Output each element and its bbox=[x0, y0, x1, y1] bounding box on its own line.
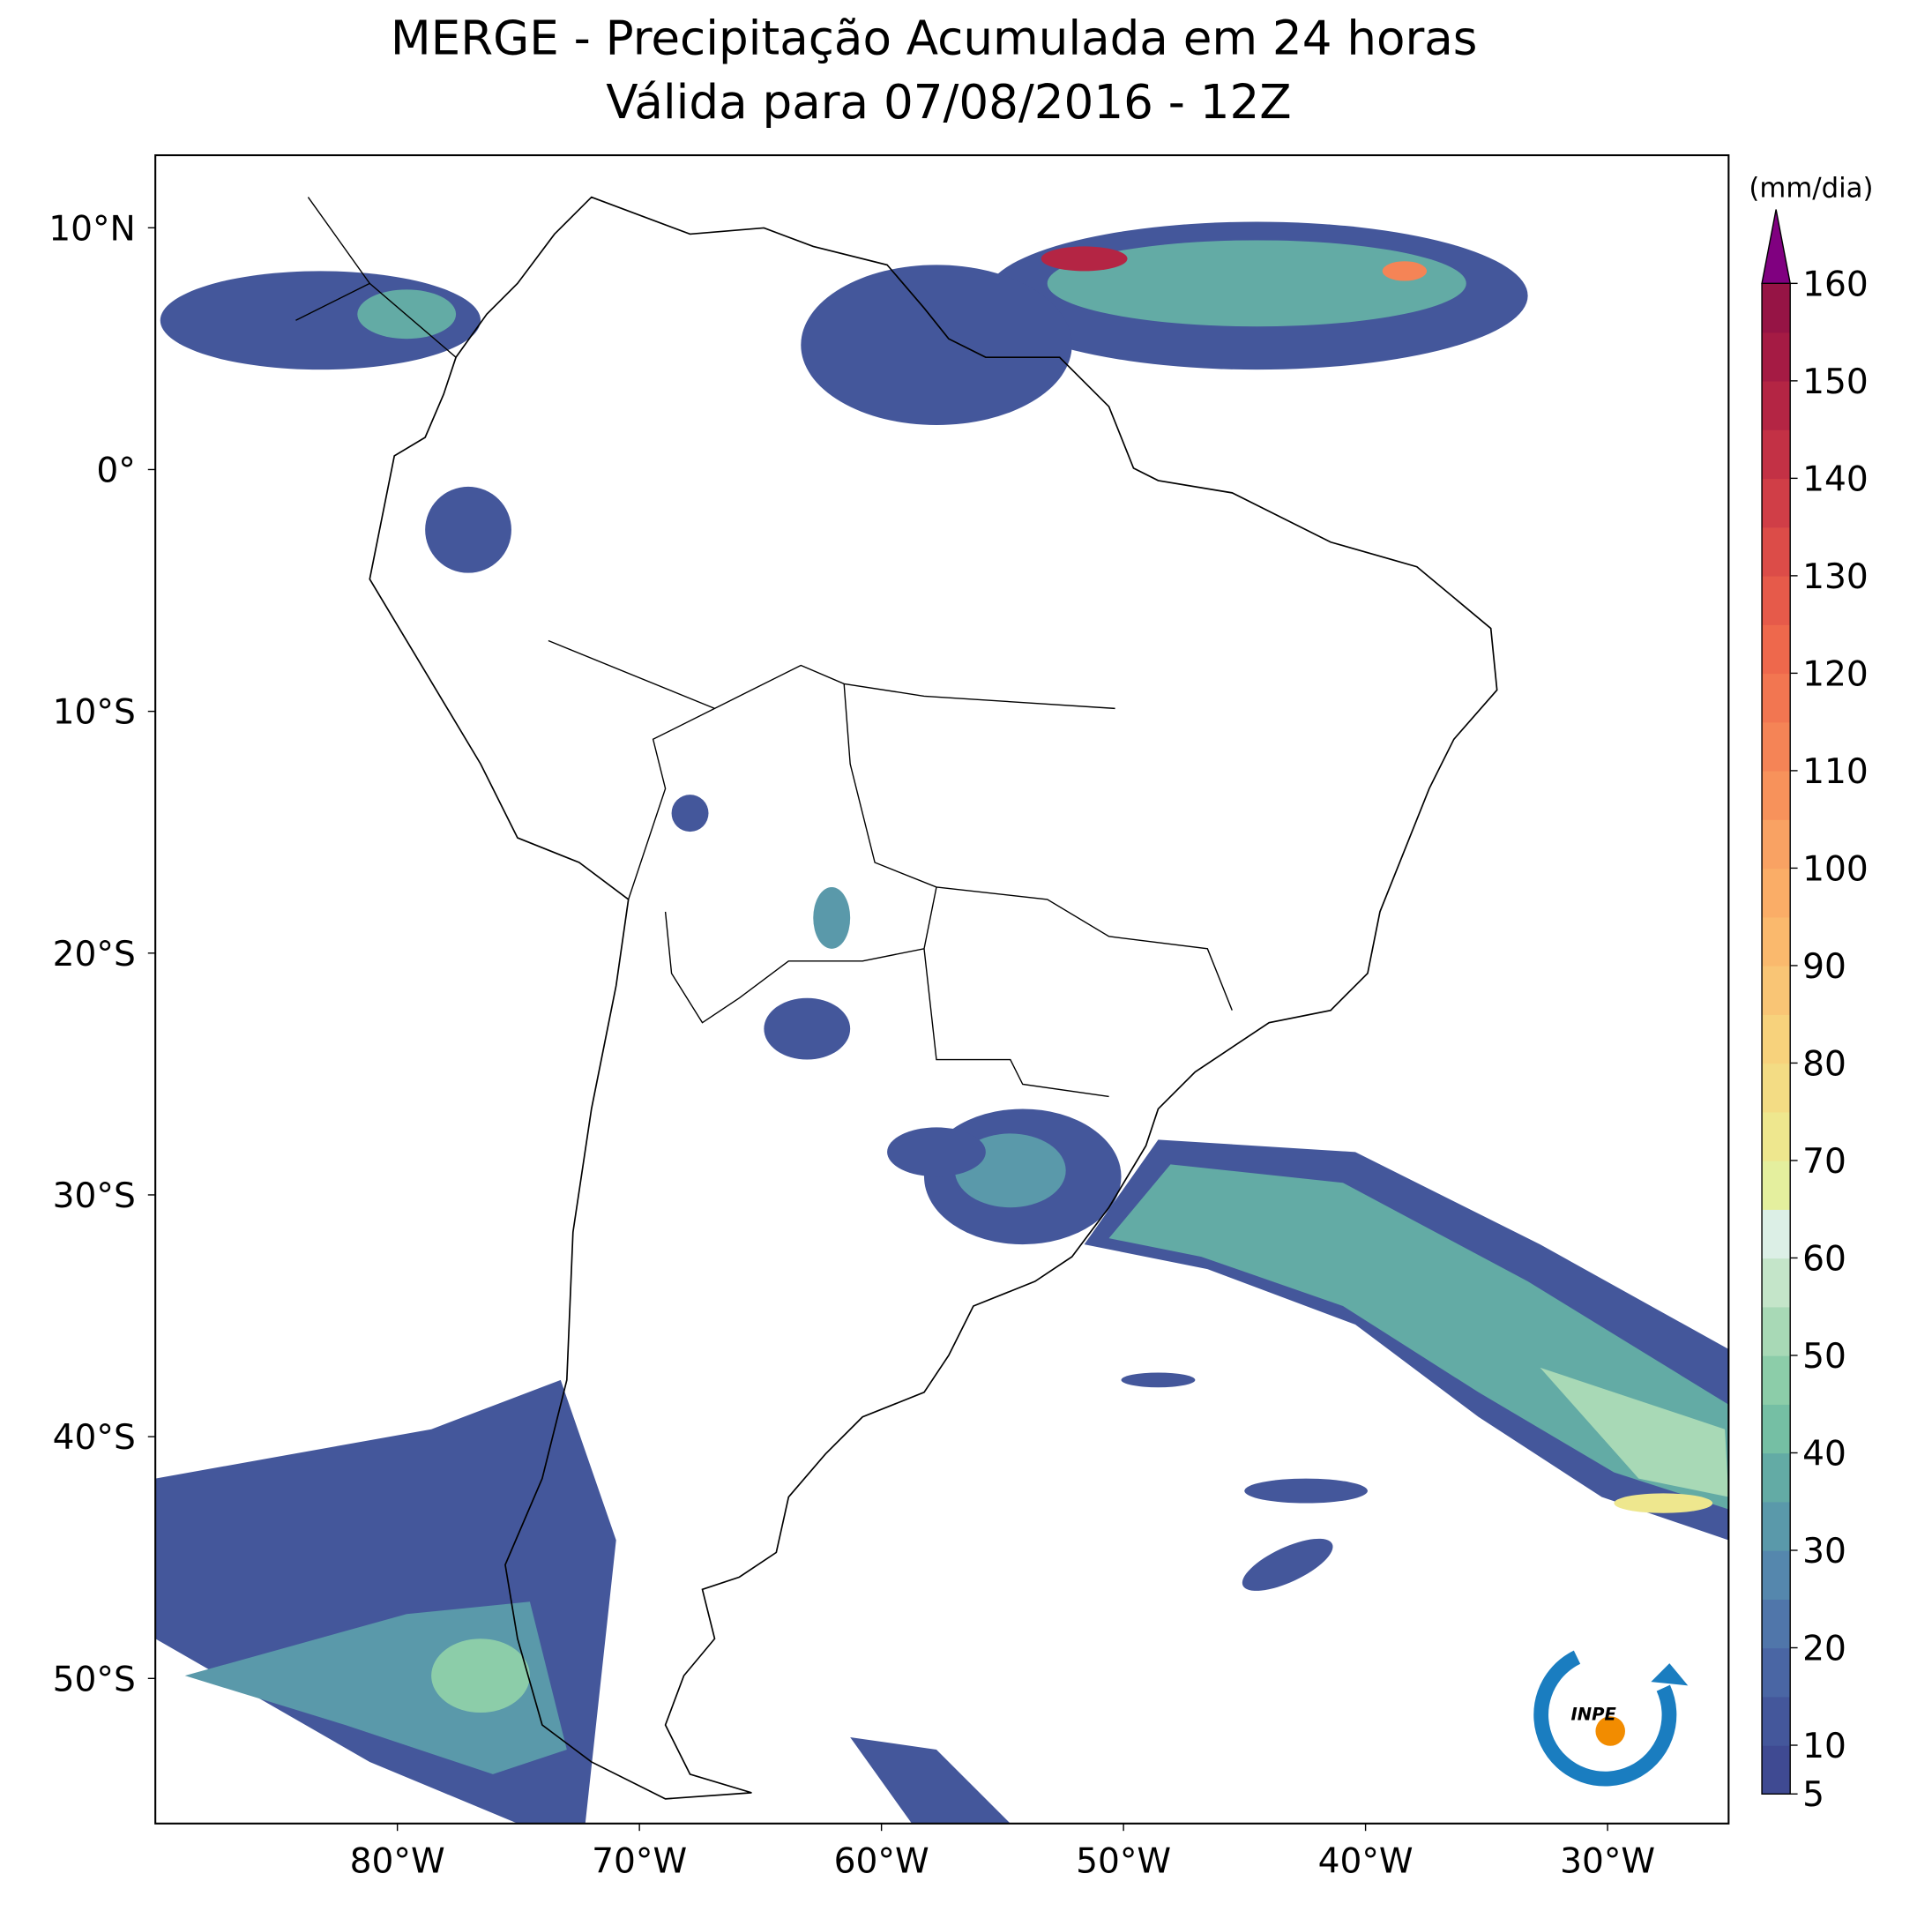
precip-area bbox=[1244, 1478, 1368, 1504]
colorbar-tick-label: 90 bbox=[1802, 947, 1846, 987]
colorbar-tick-label: 70 bbox=[1802, 1142, 1846, 1182]
logo-text: INPE bbox=[1571, 1704, 1617, 1724]
logo: INPE bbox=[1533, 1650, 1689, 1787]
colorbar-segment bbox=[1762, 1647, 1791, 1698]
border bbox=[548, 639, 1233, 1098]
logo-dot bbox=[1595, 1716, 1625, 1746]
coastline bbox=[295, 197, 457, 358]
colorbar-segment bbox=[1762, 673, 1791, 723]
precip-area bbox=[813, 886, 851, 949]
colorbar-segment bbox=[1762, 1549, 1791, 1600]
colorbar-segment bbox=[1762, 1111, 1791, 1161]
colorbar-segment bbox=[1762, 1696, 1791, 1746]
y-tick-label: 40°S bbox=[53, 1418, 136, 1458]
precip-area bbox=[155, 1379, 616, 1824]
colorbar-segment bbox=[1762, 1599, 1791, 1649]
colorbar-segment bbox=[1762, 332, 1791, 382]
colorbar-tick-label: 40 bbox=[1802, 1434, 1846, 1474]
precip-area bbox=[357, 289, 457, 340]
precip-area bbox=[850, 1736, 1011, 1824]
y-tick-label: 0° bbox=[96, 451, 135, 490]
colorbar-segment bbox=[1762, 1355, 1791, 1405]
precip-area bbox=[801, 265, 1072, 426]
x-tick-label: 30°W bbox=[1560, 1842, 1655, 1882]
y-tick-label: 50°S bbox=[53, 1660, 136, 1699]
colorbar-tick-label: 10 bbox=[1802, 1727, 1846, 1766]
logo-arc bbox=[1533, 1650, 1677, 1787]
precip-area bbox=[431, 1639, 530, 1713]
map-frame bbox=[154, 153, 1730, 1825]
colorbar-label: (mm/dia) bbox=[1749, 173, 1873, 205]
colorbar-tick-label: 30 bbox=[1802, 1532, 1846, 1571]
colorbar-segment bbox=[1762, 819, 1791, 870]
colorbar-segment bbox=[1762, 380, 1791, 430]
colorbar-segment bbox=[1762, 868, 1791, 918]
colorbar: 5 10 20 30 40 50 60 70 80 90 100 110 120 130 140 150 160 bbox=[1761, 209, 1869, 1815]
colorbar-tick-label: 60 bbox=[1802, 1239, 1846, 1279]
logo-arrow bbox=[1651, 1663, 1689, 1686]
colorbar-tick-label: 110 bbox=[1802, 752, 1869, 792]
x-tick-label: 50°W bbox=[1076, 1842, 1171, 1882]
y-tick-label: 20°S bbox=[53, 935, 136, 974]
colorbar-segment bbox=[1762, 1452, 1791, 1503]
colorbar-segment bbox=[1762, 283, 1791, 333]
colorbar-segment bbox=[1762, 478, 1791, 528]
colorbar-tick-label: 140 bbox=[1802, 459, 1869, 499]
colorbar-tick-label: 5 bbox=[1802, 1775, 1824, 1815]
precip-area bbox=[1121, 1372, 1196, 1388]
x-tick-label: 80°W bbox=[350, 1842, 445, 1882]
colorbar-tick-label: 130 bbox=[1802, 557, 1869, 597]
x-tick-label: 60°W bbox=[834, 1842, 929, 1882]
colorbar-tick-label: 50 bbox=[1802, 1337, 1846, 1377]
colorbar-segment bbox=[1762, 1209, 1791, 1259]
colorbar-outline bbox=[1761, 283, 1791, 1795]
y-tick-label: 10°N bbox=[48, 209, 136, 249]
colorbar-segment bbox=[1762, 526, 1791, 577]
coastline bbox=[369, 196, 1498, 1800]
colorbar-segment bbox=[1762, 916, 1791, 967]
title: MERGE - Precipitação Acumulada em 24 hor… bbox=[391, 11, 1478, 65]
x-tick-label: 70°W bbox=[592, 1842, 687, 1882]
y-tick-label: 10°S bbox=[53, 693, 136, 733]
colorbar-segment bbox=[1762, 1404, 1791, 1454]
colorbar-segment bbox=[1762, 1745, 1791, 1795]
colorbar-tick-label: 80 bbox=[1802, 1044, 1846, 1084]
precip-area bbox=[764, 997, 851, 1060]
colorbar-segment bbox=[1762, 1160, 1791, 1210]
colorbar-tick-label: 120 bbox=[1802, 654, 1869, 694]
colorbar-tick-label: 160 bbox=[1802, 265, 1869, 304]
colorbar-segment bbox=[1762, 624, 1791, 675]
precip-area bbox=[1108, 1164, 1729, 1510]
precip-area bbox=[1047, 240, 1466, 327]
colorbar-segment bbox=[1762, 429, 1791, 480]
precip-area bbox=[1382, 261, 1428, 281]
precip-area bbox=[1041, 246, 1128, 272]
colorbar-tick-label: 150 bbox=[1802, 362, 1869, 402]
colorbar-segment bbox=[1762, 965, 1791, 1015]
colorbar-segment bbox=[1762, 1014, 1791, 1064]
map-area bbox=[155, 196, 1729, 1824]
colorbar-segment bbox=[1762, 1306, 1791, 1356]
colorbar-extend bbox=[1761, 209, 1792, 285]
colorbar-tick-label: 20 bbox=[1802, 1629, 1846, 1668]
precip-area bbox=[887, 1127, 986, 1177]
y-tick-label: 30°S bbox=[53, 1176, 136, 1216]
colorbar-segment bbox=[1762, 770, 1791, 820]
precip-area bbox=[1540, 1367, 1729, 1497]
colorbar-segment bbox=[1762, 575, 1791, 625]
colorbar-tick-label: 100 bbox=[1802, 849, 1869, 889]
colorbar-segment bbox=[1762, 1063, 1791, 1113]
colorbar-segment bbox=[1762, 1501, 1791, 1551]
x-tick-label: 40°W bbox=[1318, 1842, 1414, 1882]
colorbar-segment bbox=[1762, 721, 1791, 772]
colorbar-segment bbox=[1762, 1258, 1791, 1308]
precip-area bbox=[671, 795, 709, 832]
precip-area bbox=[1242, 1538, 1333, 1591]
precip-area bbox=[425, 486, 511, 573]
precip-area bbox=[1614, 1493, 1713, 1513]
subtitle: Válida para 07/08/2016 - 12Z bbox=[606, 75, 1291, 130]
